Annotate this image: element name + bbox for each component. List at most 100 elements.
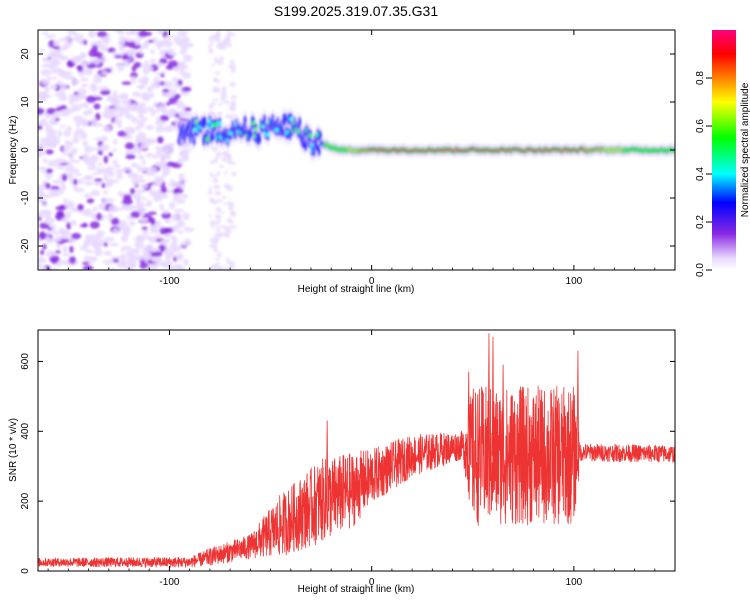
noise-blob <box>217 217 221 224</box>
noise-blob <box>143 60 150 66</box>
noise-blob <box>108 152 113 157</box>
noise-blob <box>156 136 164 144</box>
noise-blob <box>132 91 142 98</box>
noise-blob <box>130 149 137 154</box>
noise-blob <box>221 156 228 162</box>
noise-blob <box>71 137 80 144</box>
noise-blob <box>159 57 168 65</box>
spectrogram-heatmap <box>38 30 675 270</box>
noise-blob <box>225 257 231 264</box>
noise-blob <box>129 188 136 195</box>
noise-blob <box>163 260 173 268</box>
noise-blob <box>102 37 111 43</box>
noise-blob <box>161 211 172 220</box>
noise-blob <box>47 160 57 168</box>
noise-blob <box>71 57 81 64</box>
noise-blob <box>131 177 140 186</box>
noise-blob <box>160 239 171 244</box>
spectrogram-ridge <box>177 107 675 163</box>
noise-blob <box>168 110 174 119</box>
noise-blob <box>161 168 171 173</box>
noise-blob <box>163 227 174 234</box>
x-tick-label: 100 <box>566 577 583 588</box>
noise-blob <box>167 182 179 188</box>
noise-blob <box>96 212 102 221</box>
snr-panel: -100 0 100 0 200 400 600 Height of straight li… <box>8 329 676 595</box>
noise-blob <box>159 158 166 167</box>
noise-blob <box>180 91 190 96</box>
noise-blob <box>182 157 189 161</box>
noise-blob <box>173 209 185 213</box>
noise-blob <box>125 154 136 160</box>
noise-blob <box>224 170 228 175</box>
noise-blob <box>171 213 182 220</box>
noise-blob <box>182 71 192 80</box>
noise-blob <box>140 208 148 212</box>
noise-blob <box>177 230 185 234</box>
noise-blob <box>159 145 170 153</box>
noise-blob <box>47 227 53 231</box>
noise-blob <box>149 109 160 114</box>
noise-blob <box>38 192 46 198</box>
noise-blob <box>66 221 71 230</box>
noise-blob <box>86 162 97 167</box>
noise-blob <box>117 260 129 266</box>
noise-blob <box>165 48 174 54</box>
y-tick-label: 400 <box>20 423 31 440</box>
noise-blob <box>99 144 110 152</box>
noise-blob <box>230 225 237 229</box>
noise-blob <box>152 37 159 44</box>
noise-blob <box>49 255 60 264</box>
noise-blob <box>114 55 123 59</box>
noise-blob <box>172 193 178 202</box>
noise-blob <box>163 209 169 215</box>
noise-blob <box>137 131 147 140</box>
noise-blob <box>90 85 98 92</box>
noise-blob <box>183 258 189 267</box>
noise-blob <box>172 35 182 43</box>
noise-blob <box>150 217 156 226</box>
noise-blob <box>146 138 155 143</box>
noise-blob <box>73 178 78 186</box>
noise-blob <box>38 125 43 130</box>
noise-blob <box>42 158 48 163</box>
spectrogram-x-axis-label: Height of straight line (km) <box>298 284 415 295</box>
noise-blob <box>163 81 173 88</box>
noise-blob <box>185 42 194 48</box>
noise-blob <box>102 125 112 132</box>
noise-blob <box>217 37 221 44</box>
noise-blob <box>88 256 98 261</box>
noise-blob <box>69 176 74 185</box>
noise-blob <box>155 125 165 133</box>
noise-blob <box>178 218 184 225</box>
noise-blob <box>145 170 156 177</box>
noise-blob <box>216 87 221 93</box>
noise-blob <box>82 140 89 147</box>
noise-blob <box>104 236 115 242</box>
noise-blob <box>213 174 217 181</box>
noise-blob <box>211 238 219 245</box>
noise-blob <box>144 65 154 72</box>
noise-blob <box>121 204 132 210</box>
x-tick-label: 0 <box>369 276 375 287</box>
noise-blob <box>210 34 218 41</box>
noise-blob <box>122 228 131 237</box>
noise-blob <box>108 242 120 247</box>
noise-blob <box>50 70 58 74</box>
noise-blob <box>102 190 109 195</box>
noise-blob <box>102 259 112 265</box>
noise-blob <box>61 259 71 266</box>
noise-blob <box>116 112 124 118</box>
noise-blob <box>130 211 141 219</box>
noise-blob <box>89 221 100 229</box>
noise-blob <box>85 95 97 103</box>
noise-blob <box>113 163 121 169</box>
noise-blob <box>61 253 72 257</box>
snr-axis-ticks: -100 0 100 0 200 400 600 <box>20 330 676 588</box>
noise-blob <box>225 34 231 42</box>
noise-blob <box>91 212 96 220</box>
noise-blob <box>38 107 45 115</box>
noise-blob <box>78 34 84 39</box>
noise-blob <box>212 87 217 92</box>
